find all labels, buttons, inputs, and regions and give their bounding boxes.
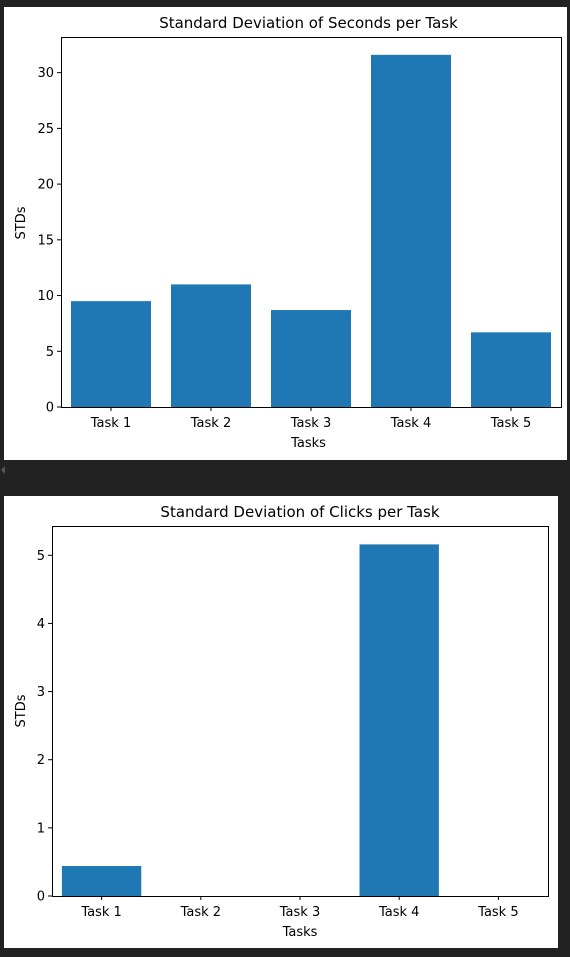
y-tick-label: 2 (37, 753, 45, 768)
y-tick-label: 3 (37, 685, 45, 700)
plot-frame (61, 37, 562, 408)
x-tick-label: Task 3 (279, 905, 320, 920)
y-tick-label: 15 (37, 233, 54, 248)
y-tick-label: 20 (37, 178, 54, 193)
x-tick-label: Task 4 (378, 905, 419, 920)
plot-frame (52, 526, 549, 897)
x-tick-label: Task 1 (80, 905, 121, 920)
scroll-marker-icon (1, 466, 5, 474)
chart-title: Standard Deviation of Clicks per Task (160, 503, 439, 521)
x-tick-label: Task 1 (90, 416, 131, 431)
x-tick-label: Task 2 (180, 905, 221, 920)
bar-task-1 (61, 866, 142, 896)
y-axis-label: STDs (14, 694, 29, 727)
y-tick-label: 25 (37, 122, 54, 137)
x-tick-label: Task 5 (490, 416, 531, 431)
y-axis-label: STDs (14, 206, 29, 239)
seconds-std-chart: Standard Deviation of Seconds per Task S… (14, 14, 562, 451)
clicks-std-chart: Standard Deviation of Clicks per Task ST… (14, 503, 549, 940)
y-tick-label: 4 (37, 617, 45, 632)
y-tick-label: 30 (37, 66, 54, 81)
x-tick-group: Task 1 Task 2 Task 3 Task 4 Task 5 (90, 407, 531, 431)
bar-group (71, 54, 551, 407)
x-tick-label: Task 2 (190, 416, 231, 431)
y-tick-group: 0 5 10 15 20 25 30 (37, 66, 61, 416)
x-axis-label: Tasks (282, 925, 318, 940)
y-tick-label: 1 (37, 821, 45, 836)
chart-panel-clicks: Standard Deviation of Clicks per Task ST… (4, 496, 558, 948)
x-axis-label: Tasks (290, 436, 326, 451)
bar-task-1 (71, 301, 151, 407)
y-tick-label: 0 (37, 890, 45, 905)
chart-panel-seconds: Standard Deviation of Seconds per Task S… (4, 7, 567, 460)
bar-group (61, 544, 439, 896)
chart-title: Standard Deviation of Seconds per Task (159, 14, 458, 32)
bar-task-4 (371, 54, 451, 407)
y-tick-group: 0 1 2 3 4 5 (37, 549, 52, 905)
bar-task-5 (471, 332, 551, 407)
x-tick-group: Task 1 Task 2 Task 3 Task 4 Task 5 (80, 896, 519, 920)
x-tick-label: Task 3 (290, 416, 331, 431)
y-tick-label: 5 (37, 549, 45, 564)
x-tick-label: Task 5 (477, 905, 518, 920)
y-tick-label: 0 (46, 401, 54, 416)
y-tick-label: 10 (37, 289, 54, 304)
y-tick-label: 5 (46, 345, 54, 360)
bar-task-3 (271, 310, 351, 407)
bar-task-4 (359, 544, 439, 896)
bar-task-2 (171, 284, 251, 407)
x-tick-label: Task 4 (390, 416, 431, 431)
